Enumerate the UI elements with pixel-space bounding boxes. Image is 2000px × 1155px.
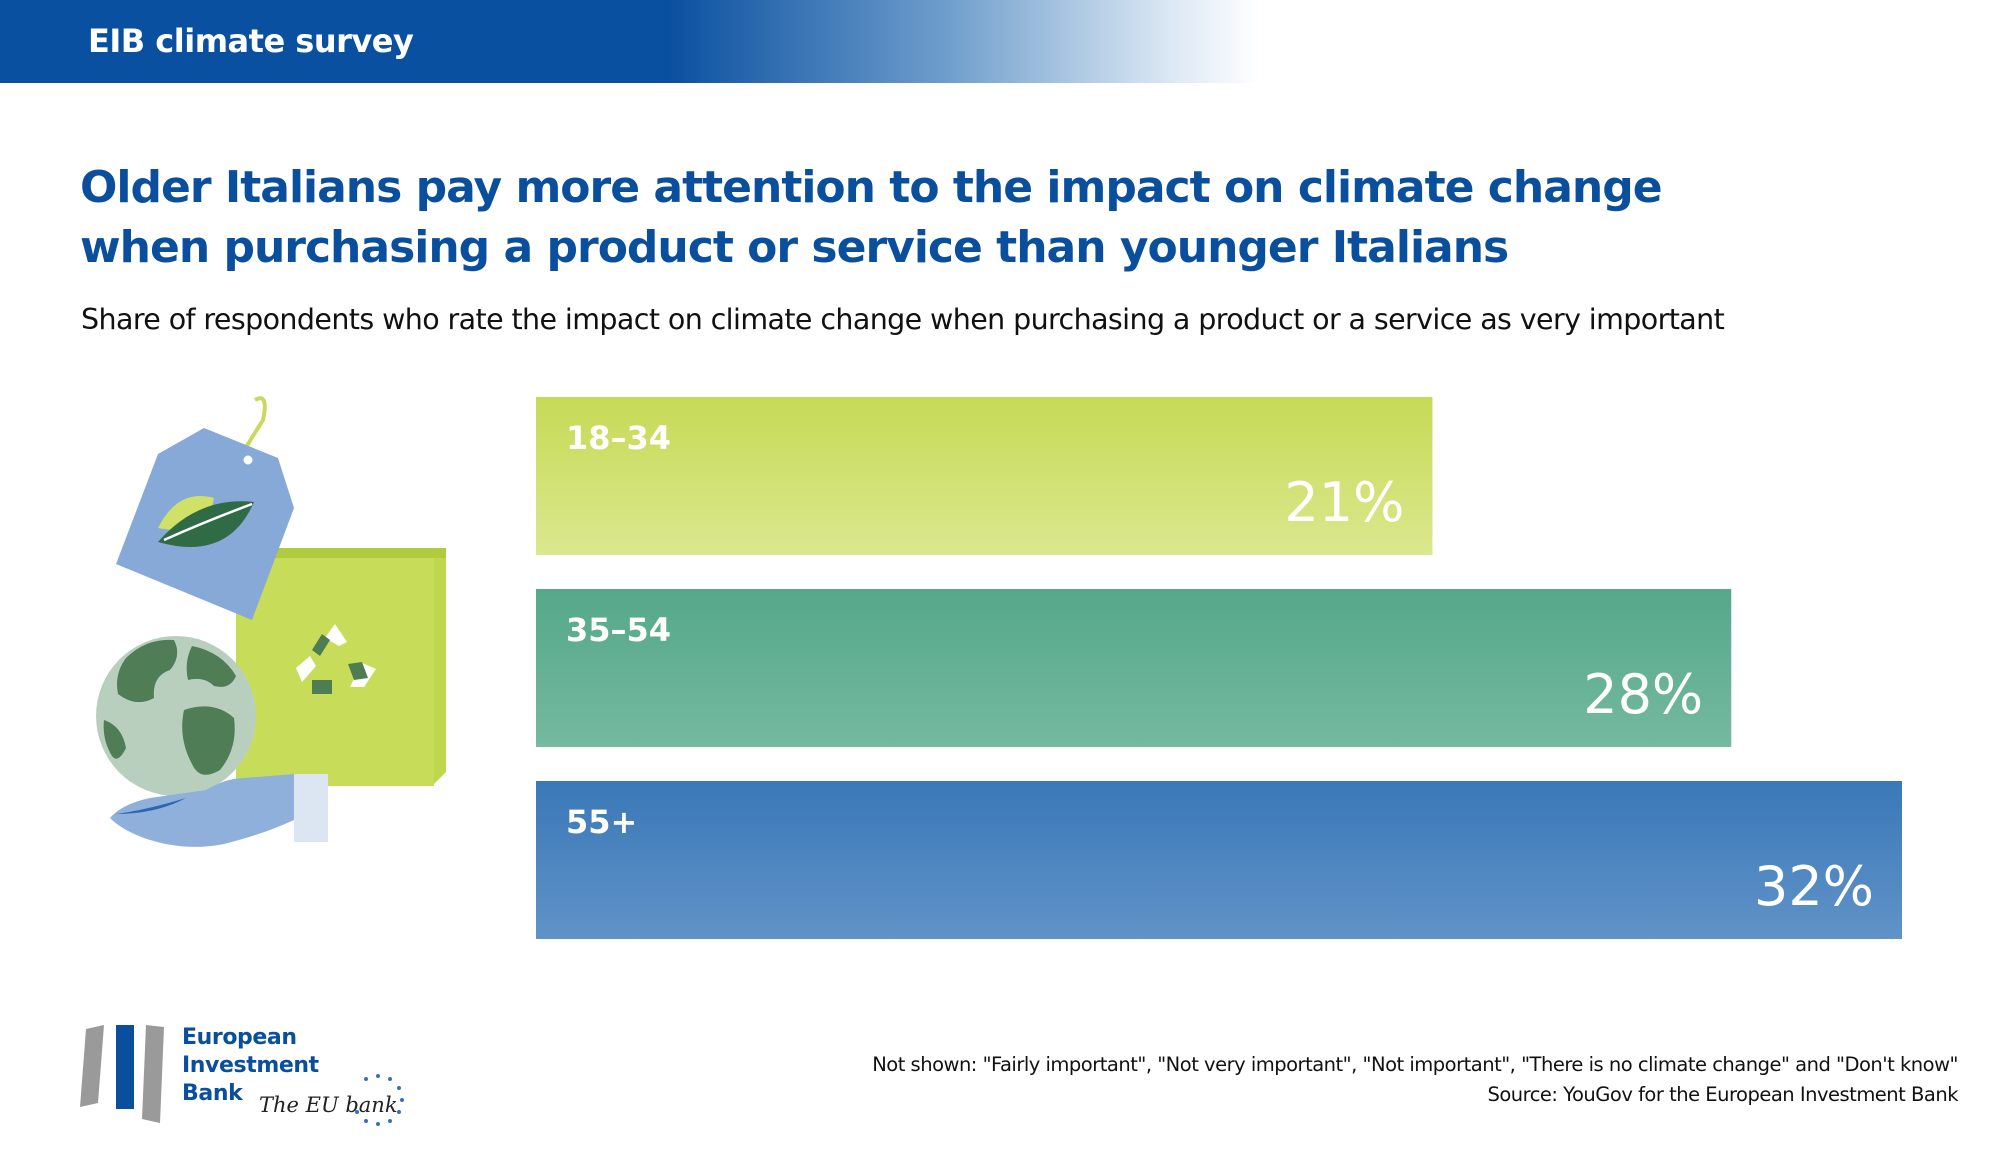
hand-icon xyxy=(110,774,328,847)
headline: Older Italians pay more attention to the… xyxy=(80,158,1780,278)
header-title: EIB climate survey xyxy=(88,22,414,60)
source-footnote: Source: YouGov for the European Investme… xyxy=(1487,1083,1958,1106)
logo-line-3: Bank xyxy=(182,1081,243,1106)
bar-category-label-1: 18–34 xyxy=(566,419,671,457)
recycle-bag-icon xyxy=(236,548,446,786)
header-band xyxy=(0,0,1260,83)
price-tag-icon xyxy=(116,396,294,620)
headline-line-2: when purchasing a product or service tha… xyxy=(80,222,1509,273)
logo-tagline: The EU bank xyxy=(259,1093,398,1117)
eu-stars-icon xyxy=(355,1074,404,1126)
bar-value-label-3: 32% xyxy=(1754,855,1874,918)
bar-3 xyxy=(536,781,1902,939)
bar-1 xyxy=(536,397,1433,555)
chart-subtitle: Share of respondents who rate the impact… xyxy=(81,303,1725,336)
bar-2 xyxy=(536,589,1732,747)
globe-icon xyxy=(96,636,256,796)
bar-value-label-2: 28% xyxy=(1583,663,1703,726)
bar-category-label-3: 55+ xyxy=(566,803,637,841)
bar-category-label-2: 35–54 xyxy=(566,611,671,649)
logo-line-1: European xyxy=(182,1025,297,1050)
logo-line-2: Investment xyxy=(182,1053,319,1078)
shopping-recycle-illustration xyxy=(96,396,446,847)
bar-value-label-1: 21% xyxy=(1284,471,1404,534)
eib-logo-icon xyxy=(80,1025,164,1123)
headline-line-1: Older Italians pay more attention to the… xyxy=(80,162,1663,213)
not-shown-footnote: Not shown: "Fairly important", "Not very… xyxy=(872,1053,1958,1076)
